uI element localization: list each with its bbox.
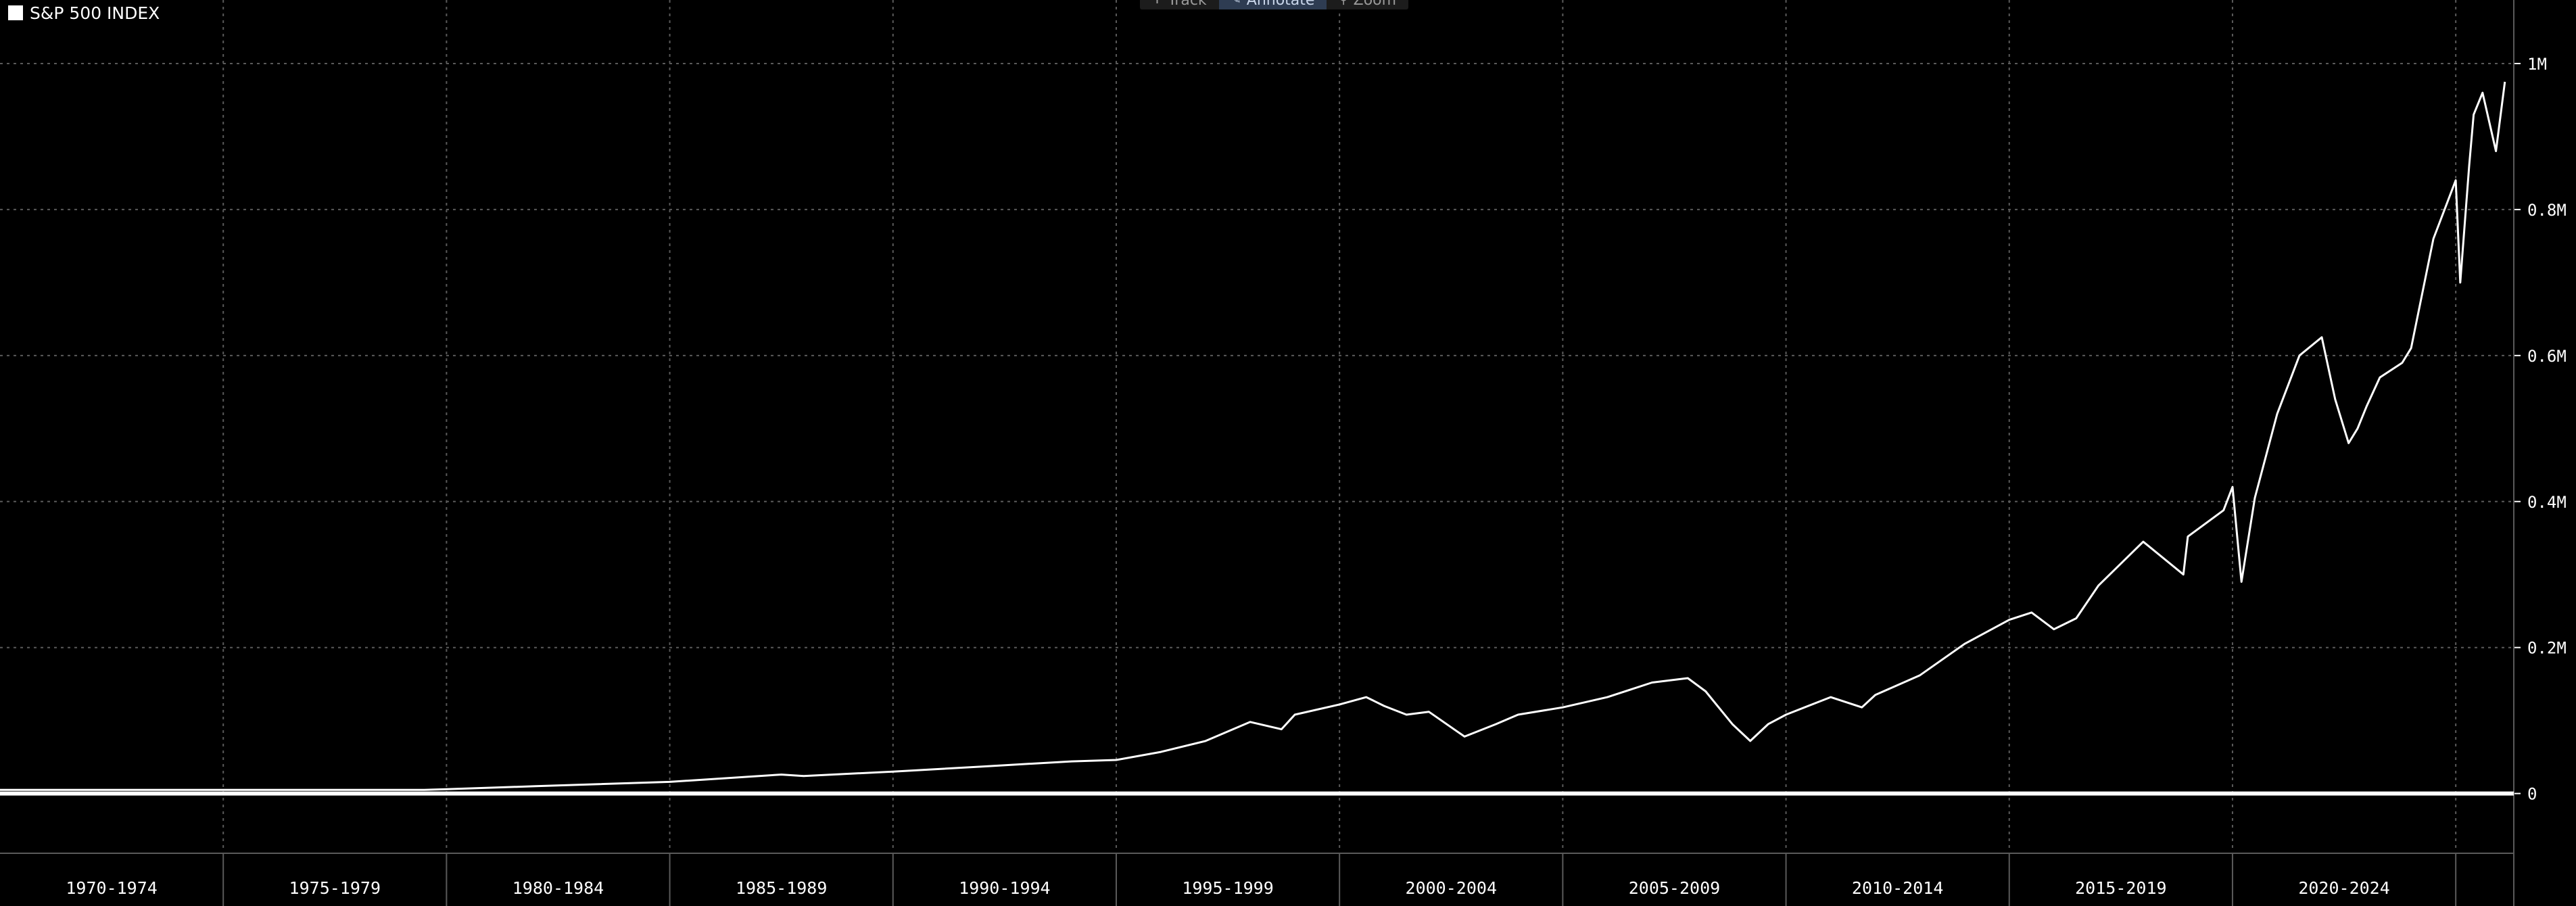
x-tick-label: 1995-1999 — [1182, 878, 1273, 898]
track-button[interactable]: ✛ Track — [1140, 0, 1219, 9]
x-tick-label: 1980-1984 — [512, 878, 604, 898]
series-layer — [0, 81, 2514, 796]
pencil-icon: ✎ — [1231, 0, 1241, 6]
track-label: Track — [1168, 0, 1207, 9]
x-tick-label: 1990-1994 — [959, 878, 1050, 898]
chart-toolbar: ✛ Track ✎ Annotate ⚲ Zoom — [1140, 0, 1409, 9]
x-tick-label: 1975-1979 — [289, 878, 381, 898]
y-tick-label: 0.6M — [2527, 347, 2567, 366]
y-tick-label: 0.8M — [2527, 201, 2567, 220]
annotate-button[interactable]: ✎ Annotate — [1218, 0, 1327, 9]
zoom-label: Zoom — [1353, 0, 1397, 9]
y-tick-label: 1M — [2527, 55, 2547, 74]
y-tick-label: 0.2M — [2527, 639, 2567, 658]
series-line[interactable] — [0, 81, 2506, 791]
x-tick-label: 2020-2024 — [2298, 878, 2389, 898]
annotate-label: Annotate — [1246, 0, 1315, 9]
legend[interactable]: S&P 500 INDEX — [8, 1, 160, 24]
x-tick-label: 2000-2004 — [1406, 878, 1497, 898]
magnifier-icon: ⚲ — [1339, 0, 1347, 6]
x-tick-label: 1970-1974 — [66, 878, 157, 898]
legend-label: S&P 500 INDEX — [30, 3, 160, 23]
x-tick-label: 1985-1989 — [736, 878, 827, 898]
x-tick-label: 2010-2014 — [1852, 878, 1943, 898]
zoom-button[interactable]: ⚲ Zoom — [1327, 0, 1408, 9]
crosshair-icon: ✛ — [1152, 0, 1162, 6]
y-tick-label: 0.4M — [2527, 493, 2567, 512]
grid — [0, 0, 2514, 852]
x-tick-label: 2015-2019 — [2075, 878, 2166, 898]
y-tick-label: 0 — [2527, 785, 2537, 804]
x-tick-label: 2005-2009 — [1629, 878, 1720, 898]
legend-swatch — [8, 5, 23, 20]
